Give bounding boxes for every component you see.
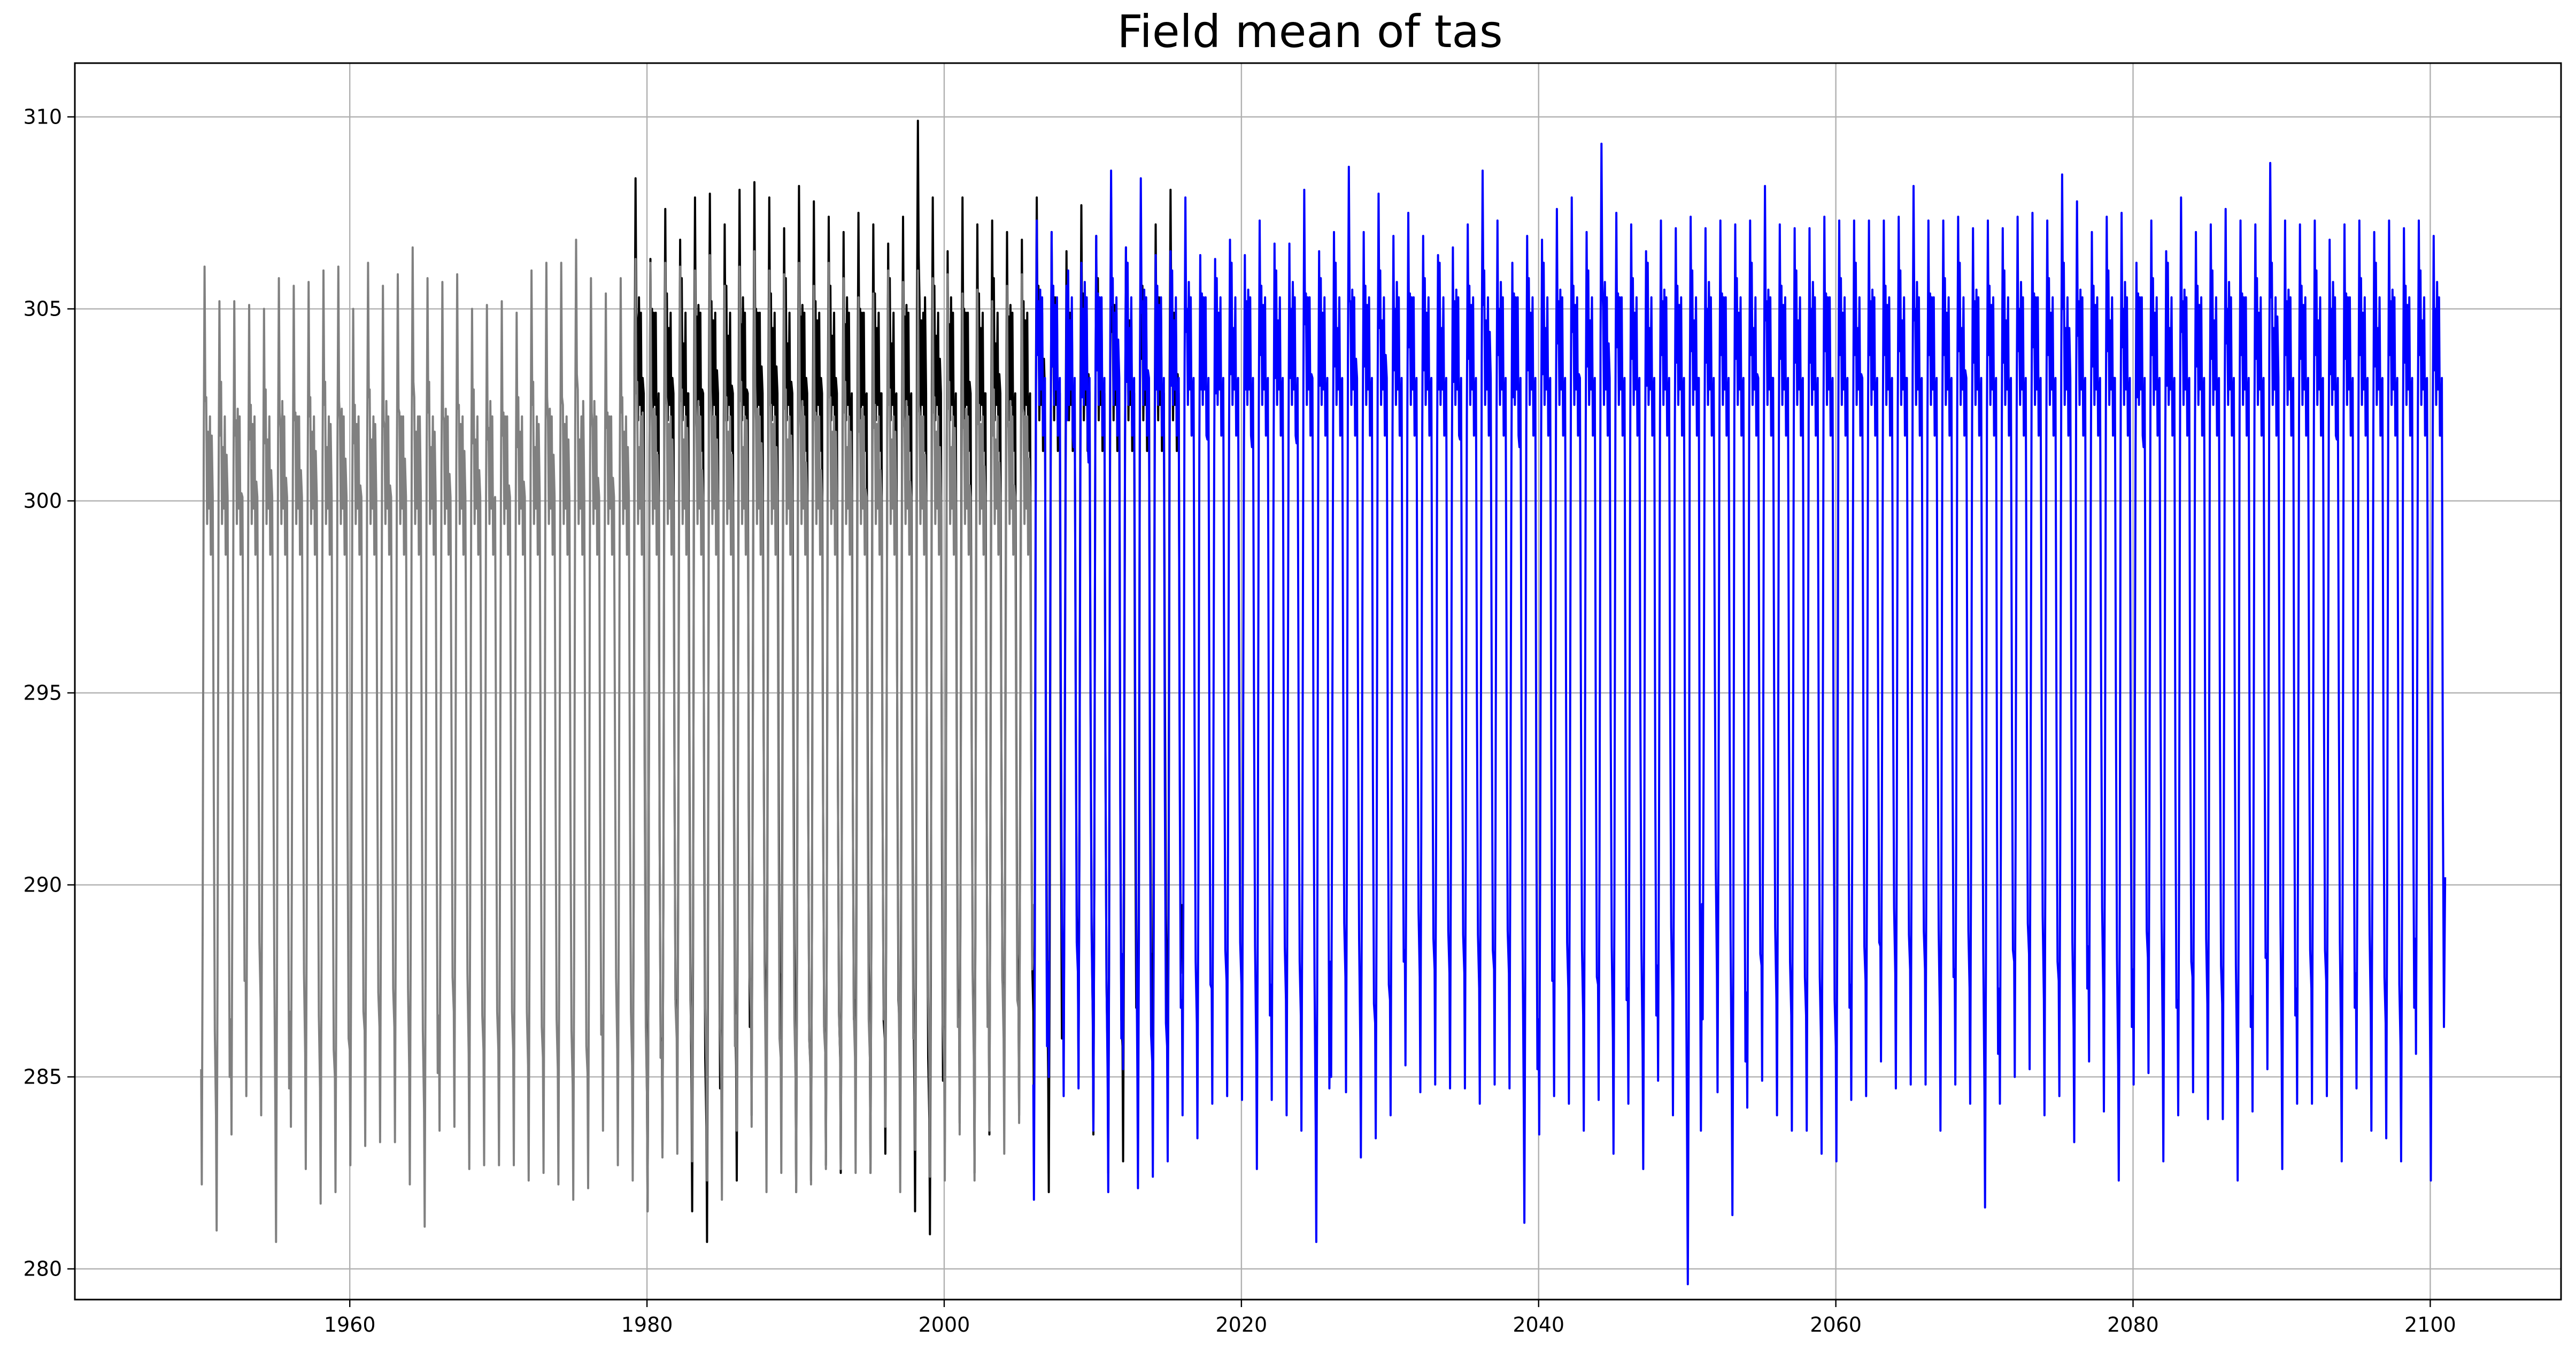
series-lines — [200, 119, 2447, 1286]
y-tick-label: 285 — [23, 1065, 62, 1089]
y-tick-label: 290 — [23, 873, 62, 897]
x-tick-label: 2100 — [2404, 1313, 2456, 1336]
series-line — [1032, 142, 2447, 1286]
x-tick-label: 2060 — [1810, 1313, 1862, 1336]
series-line — [200, 239, 1035, 1243]
axis-ticks: 1960 1980 2000 2020 2040 2060 2080 2100 280 285 29… — [23, 105, 2456, 1336]
y-tick-label: 310 — [23, 105, 62, 129]
y-tick-label: 280 — [23, 1257, 62, 1281]
x-tick-label: 2080 — [2107, 1313, 2159, 1336]
plot-frame — [74, 62, 2562, 1301]
x-tick-label: 2040 — [1513, 1313, 1564, 1336]
x-tick-label: 2020 — [1215, 1313, 1267, 1336]
y-tick-label: 300 — [23, 489, 62, 513]
y-tick-label: 305 — [23, 297, 62, 321]
x-tick-label: 1960 — [324, 1313, 376, 1336]
series-line — [631, 119, 1183, 1243]
chart-title: Field mean of tas — [1117, 5, 1502, 58]
x-tick-label: 1980 — [621, 1313, 673, 1336]
x-tick-label: 2000 — [919, 1313, 970, 1336]
y-tick-label: 295 — [23, 681, 62, 705]
